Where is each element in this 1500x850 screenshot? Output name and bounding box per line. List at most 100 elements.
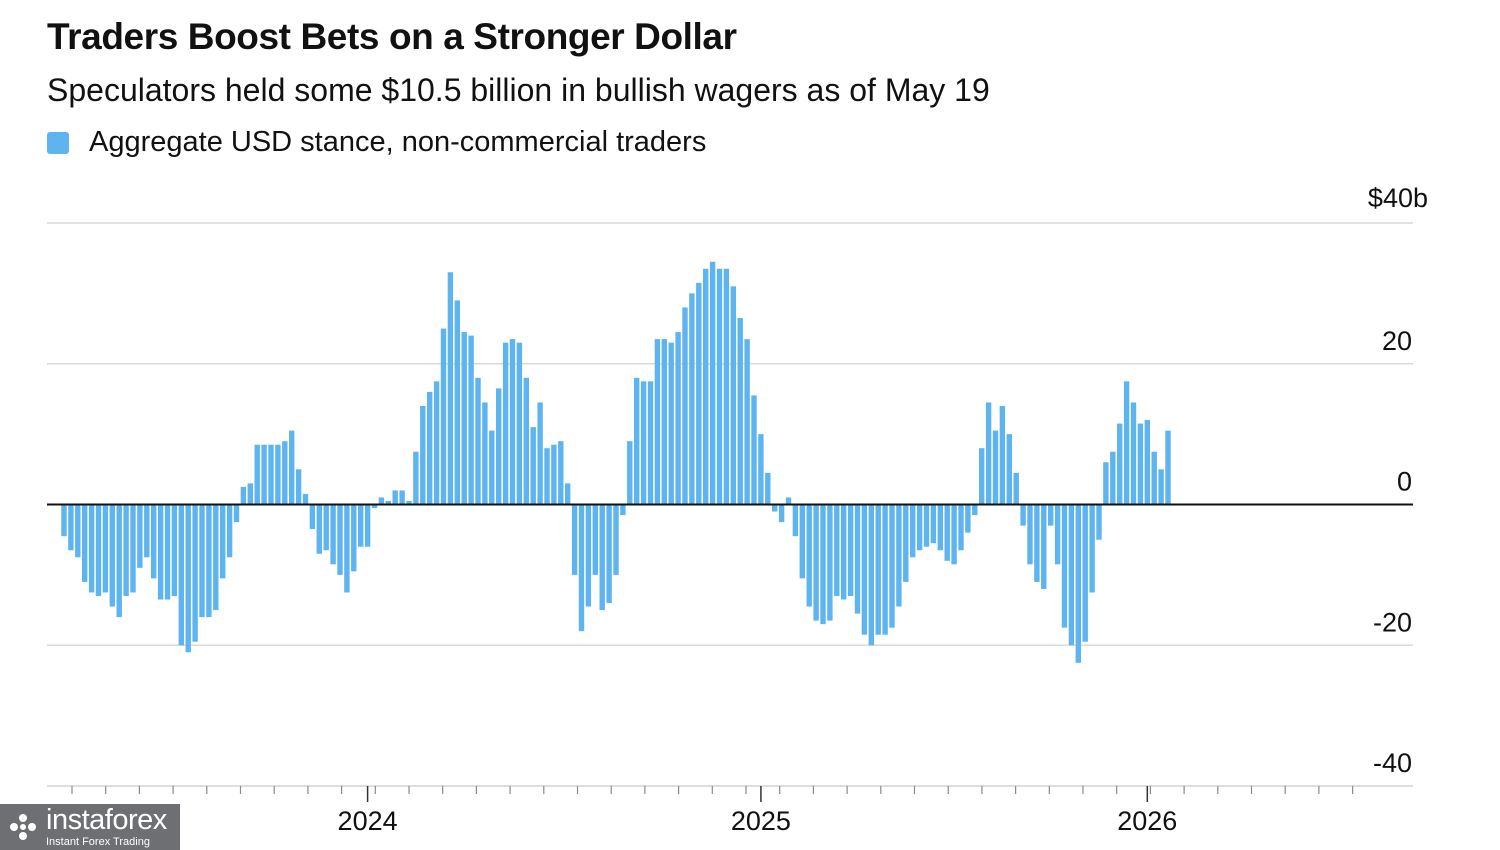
watermark-tagline: Instant Forex Trading: [46, 836, 150, 848]
y-tick-label: -40: [1373, 748, 1412, 778]
bar: [992, 430, 999, 505]
bar: [868, 504, 874, 646]
bar: [854, 504, 861, 614]
bar: [1013, 472, 1019, 505]
bar: [647, 381, 654, 505]
bar: [509, 339, 516, 505]
bar: [496, 388, 502, 505]
bar: [696, 282, 702, 505]
bar: [185, 504, 191, 653]
bar: [689, 293, 695, 505]
bar: [889, 504, 895, 628]
legend-label: Aggregate USD stance, non-commercial tra…: [89, 126, 707, 158]
y-tick-label: 20: [1382, 326, 1412, 356]
bar: [392, 490, 398, 505]
bar: [502, 342, 509, 505]
bar: [820, 504, 826, 625]
bar: [709, 261, 716, 505]
bar: [875, 504, 881, 635]
bar: [627, 441, 633, 505]
bar: [544, 448, 550, 505]
bar: [1082, 504, 1088, 642]
bar: [578, 504, 585, 632]
x-tick-label: 2026: [1117, 806, 1177, 836]
bar: [482, 402, 488, 505]
bar: [385, 500, 391, 505]
bar: [399, 490, 405, 505]
bar: [282, 441, 288, 505]
bar: [1158, 469, 1164, 505]
chart-title: Traders Boost Bets on a Stronger Dollar: [47, 16, 737, 57]
y-tick-label: -20: [1373, 607, 1412, 637]
bar: [958, 504, 964, 551]
instaforex-logo-icon: [10, 814, 36, 840]
bar: [592, 504, 598, 575]
bar: [309, 504, 316, 530]
bar: [1068, 504, 1075, 646]
bar: [523, 377, 529, 505]
bar: [302, 493, 309, 505]
bar: [882, 504, 888, 635]
bar: [634, 377, 640, 505]
bar: [427, 391, 433, 505]
bar: [737, 318, 743, 505]
watermark-brand: instaforex: [46, 804, 167, 836]
bar: [530, 427, 536, 505]
bar: [751, 395, 757, 505]
bar: [109, 504, 115, 607]
bar: [654, 339, 661, 505]
bar: [420, 405, 426, 505]
bar: [1006, 434, 1012, 505]
bar: [254, 444, 260, 505]
y-tick-label: 0: [1397, 467, 1412, 497]
bar: [461, 332, 467, 505]
bar: [440, 328, 447, 505]
bar: [1020, 504, 1026, 526]
bar: [475, 377, 481, 505]
bar: [682, 307, 688, 505]
bar: [95, 504, 102, 596]
bar: [1151, 451, 1157, 505]
bar: [516, 342, 523, 505]
bar-series: [61, 261, 1171, 663]
bar: [61, 504, 67, 537]
bar: [972, 504, 978, 516]
bar: [1137, 423, 1144, 505]
bar: [834, 504, 840, 596]
x-tick-label: 2024: [338, 806, 398, 836]
bar: [116, 504, 122, 618]
bar: [351, 504, 357, 572]
bar: [861, 504, 868, 635]
bar: [1130, 402, 1137, 505]
bar: [778, 504, 785, 523]
bar: [378, 497, 385, 505]
bar: [847, 504, 854, 596]
bar: [330, 504, 336, 565]
bar: [661, 339, 667, 505]
bar: [371, 504, 378, 509]
bar: [613, 504, 619, 575]
bar: [406, 500, 412, 505]
bar: [703, 268, 709, 505]
x-tick-label: 2025: [731, 806, 791, 836]
bar: [551, 444, 557, 505]
bar: [620, 504, 626, 516]
bar: [433, 381, 440, 505]
bar: [192, 504, 198, 642]
bar: [213, 504, 219, 611]
y-axis-labels: $40b 20 0 -20 -40: [1368, 183, 1428, 778]
bar: [806, 504, 812, 607]
bar: [316, 504, 322, 554]
bar: [903, 504, 909, 582]
chart-subtitle: Speculators held some $10.5 billion in b…: [47, 72, 990, 108]
bar: [144, 504, 150, 558]
bar: [585, 504, 592, 607]
bar: [999, 405, 1006, 505]
bar: [1027, 504, 1033, 565]
bar: [799, 504, 805, 579]
bar: [1034, 504, 1040, 582]
bar: [123, 504, 129, 596]
bar: [130, 504, 136, 593]
bar: [744, 339, 750, 505]
bar: [965, 504, 971, 533]
